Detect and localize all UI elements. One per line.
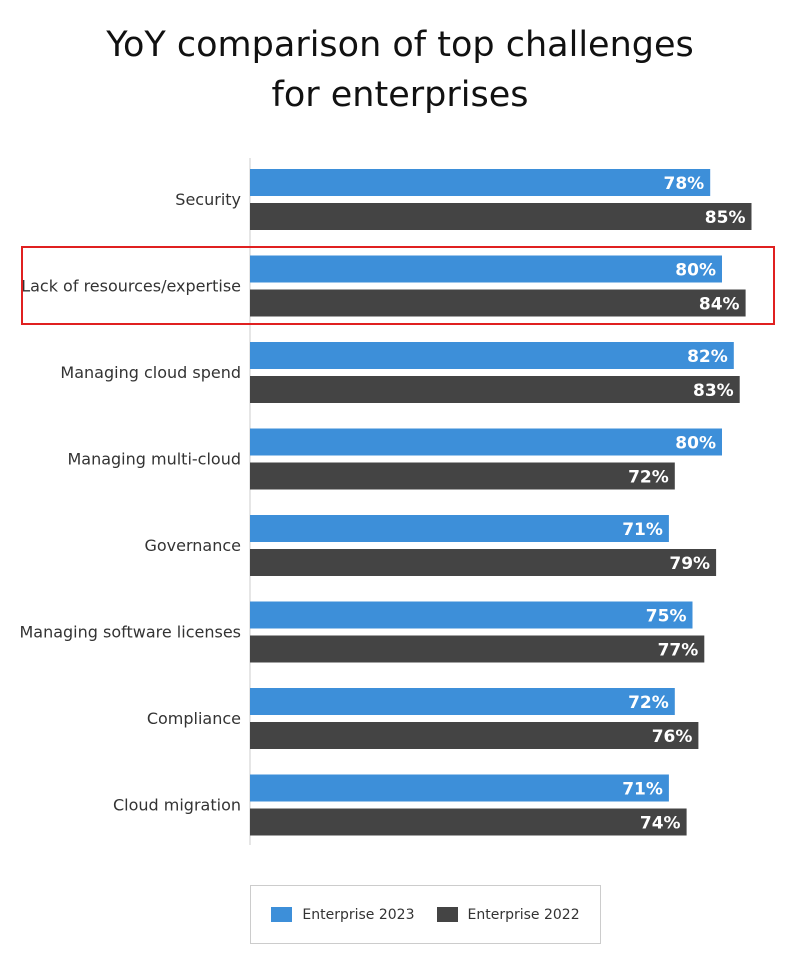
bar-2022	[250, 462, 675, 490]
bar-2022	[250, 549, 717, 576]
data-label: 84%	[699, 295, 740, 315]
data-label: 75%	[646, 607, 687, 627]
bar-2022	[250, 289, 746, 317]
data-label: 80%	[675, 434, 716, 454]
bar-2023	[250, 774, 669, 802]
bar-2022	[250, 376, 740, 403]
bar-2023	[250, 169, 711, 196]
bar-2022	[250, 635, 705, 663]
data-label: 72%	[628, 693, 669, 713]
data-label: 83%	[693, 381, 734, 401]
legend-swatch-2022	[436, 907, 458, 922]
bar-2022	[250, 722, 699, 749]
data-label: 74%	[640, 814, 681, 834]
bar-2022	[250, 203, 752, 230]
legend-item-2022: Enterprise 2022	[436, 906, 580, 923]
data-label: 80%	[675, 261, 716, 281]
bar-2023	[250, 688, 675, 715]
chart-title: YoY comparison of top challenges for ente…	[106, 25, 694, 115]
category-label: Security	[175, 190, 241, 209]
highlight-box	[21, 246, 775, 325]
legend-label-2022: Enterprise 2022	[467, 906, 580, 923]
bar-2023	[250, 515, 669, 542]
bar-2022	[250, 808, 687, 836]
category-label: Lack of resources/expertise	[21, 277, 241, 296]
legend: Enterprise 2023 Enterprise 2022	[250, 885, 601, 944]
category-label: Cloud migration	[113, 796, 241, 815]
bar-2023	[250, 342, 734, 369]
category-label: Compliance	[147, 709, 241, 728]
data-label: 72%	[628, 468, 669, 488]
data-label: 85%	[705, 208, 746, 228]
bar-2023	[250, 428, 722, 456]
legend-swatch-2023	[271, 907, 293, 922]
category-label: Managing software licenses	[19, 623, 241, 642]
legend-item-2023: Enterprise 2023	[271, 906, 415, 923]
category-label: Governance	[144, 536, 241, 555]
data-label: 71%	[622, 780, 663, 800]
data-label: 82%	[687, 347, 728, 367]
data-label: 77%	[658, 641, 699, 661]
bar-2023	[250, 601, 693, 629]
data-label: 79%	[669, 554, 710, 574]
bar-2023	[250, 255, 722, 283]
data-label: 78%	[663, 174, 704, 194]
bar-chart: Security 78%85% Lack of resources/expertis…	[19, 158, 752, 845]
data-label: 76%	[652, 727, 693, 747]
legend-label-2023: Enterprise 2023	[302, 906, 415, 923]
data-label: 71%	[622, 520, 663, 540]
category-label: Managing cloud spend	[60, 363, 241, 382]
category-label: Managing multi-cloud	[67, 450, 241, 469]
